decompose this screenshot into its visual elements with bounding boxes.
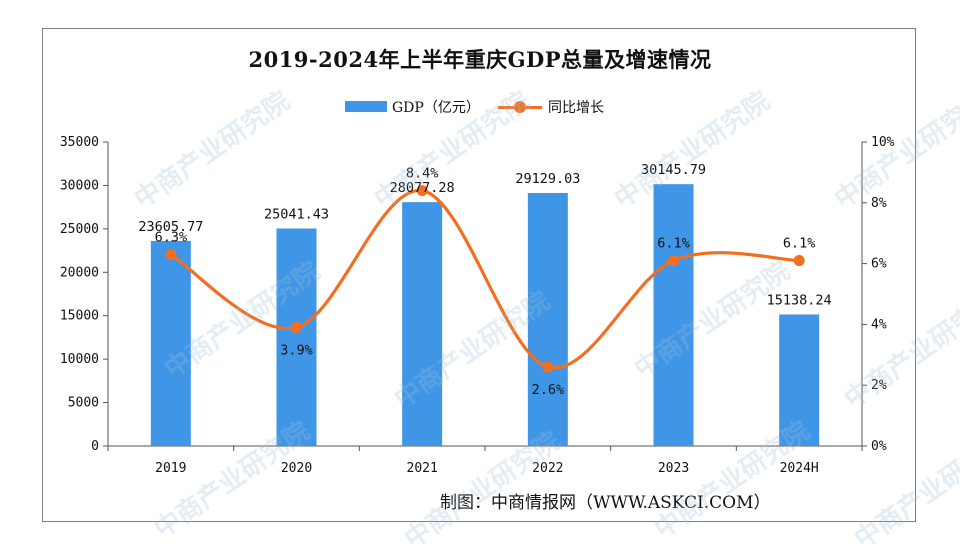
x-tick-label: 2019 [155,461,186,476]
gdp-value-label: 25041.43 [264,206,329,222]
y-left-tick-label: 5000 [68,396,99,411]
legend-line-marker [514,101,526,113]
gdp-value-label: 28077.28 [390,180,455,196]
chart-title: 2019-2024年上半年重庆GDP总量及增速情况 [248,47,712,72]
y-left-tick-label: 30000 [60,178,99,193]
growth-value-label: 6.1% [657,236,690,252]
legend-bar-swatch [345,101,387,112]
x-tick-label: 2023 [658,461,689,476]
gdp-bar [276,228,317,446]
gdp-bar [653,184,694,446]
growth-value-label: 6.3% [155,229,188,245]
growth-value-label: 3.9% [280,342,313,358]
x-tick-label: 2021 [407,461,438,476]
y-right-tick-label: 8% [871,196,887,211]
y-right-tick-label: 10% [871,135,895,150]
growth-point [793,255,805,267]
y-left-tick-label: 20000 [60,265,99,280]
y-right-tick-label: 6% [871,257,887,272]
gdp-value-label: 23605.77 [138,219,203,235]
growth-point [542,361,554,373]
y-left-tick-label: 25000 [60,222,99,237]
gdp-value-label: 30145.79 [641,162,706,178]
y-left-tick-label: 15000 [60,309,99,324]
y-left-tick-label: 0 [91,439,99,454]
growth-value-label: 8.4% [406,166,439,182]
gdp-bar [779,314,820,446]
legend: GDP（亿元） 同比增长 [0,96,960,118]
growth-point [165,248,177,260]
y-left-tick-label: 10000 [60,352,99,367]
gdp-bar [527,192,568,446]
growth-value-label: 2.6% [532,382,565,398]
source-credit: 制图：中商情报网（WWW.ASKCI.COM） [440,493,771,513]
growth-point [668,255,679,267]
growth-point [416,185,428,197]
legend-gdp-label: GDP（亿元） [392,100,480,116]
growth-point [291,321,302,333]
x-tick-label: 2024H [780,461,819,476]
y-right-tick-label: 2% [871,378,887,393]
gdp-bar [150,240,191,446]
y-right-tick-label: 4% [871,317,887,332]
gdp-bar [402,202,443,446]
gdp-value-label: 15138.24 [767,293,832,309]
x-tick-label: 2020 [281,461,312,476]
x-tick-label: 2022 [532,461,563,476]
gdp-value-label: 29129.03 [515,171,580,187]
growth-value-label: 6.1% [783,236,816,252]
y-right-tick-label: 0% [871,439,887,454]
y-left-tick-label: 35000 [60,135,99,150]
legend-growth-label: 同比增长 [548,100,604,116]
